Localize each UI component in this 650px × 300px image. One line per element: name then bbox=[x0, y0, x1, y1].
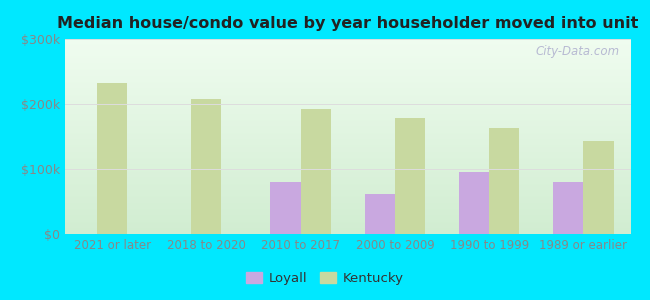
Bar bbox=[270, 182, 300, 234]
Bar bbox=[553, 182, 584, 234]
Text: City-Data.com: City-Data.com bbox=[535, 45, 619, 58]
Title: Median house/condo value by year householder moved into unit: Median house/condo value by year househo… bbox=[57, 16, 638, 31]
Bar bbox=[459, 172, 489, 234]
Bar bbox=[584, 141, 614, 234]
Legend: Loyall, Kentucky: Loyall, Kentucky bbox=[241, 267, 409, 290]
Bar bbox=[300, 109, 331, 234]
Bar bbox=[191, 99, 222, 234]
Bar bbox=[395, 118, 425, 234]
Bar bbox=[97, 83, 127, 234]
Bar bbox=[365, 194, 395, 234]
Bar bbox=[489, 128, 519, 234]
